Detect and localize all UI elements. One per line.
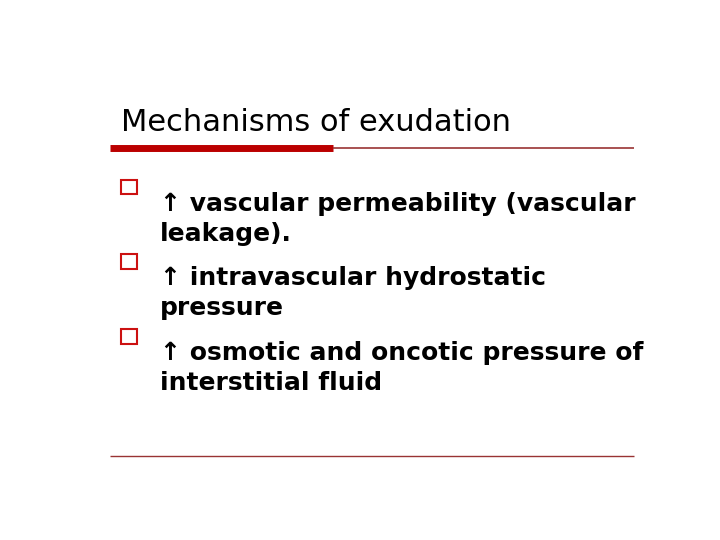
Bar [121,180,138,194]
Bar [121,329,138,343]
Text: ↑ intravascular hydrostatic: ↑ intravascular hydrostatic [160,266,546,291]
Text: ↑ osmotic and oncotic pressure of: ↑ osmotic and oncotic pressure of [160,341,643,365]
Bar [121,254,138,269]
Text: pressure: pressure [160,296,284,320]
Text: leakage).: leakage). [160,221,292,246]
Text: interstitial fluid: interstitial fluid [160,371,382,395]
Text: Mechanisms of exudation: Mechanisms of exudation [121,109,510,138]
Text: ↑ vascular permeability (vascular: ↑ vascular permeability (vascular [160,192,635,215]
